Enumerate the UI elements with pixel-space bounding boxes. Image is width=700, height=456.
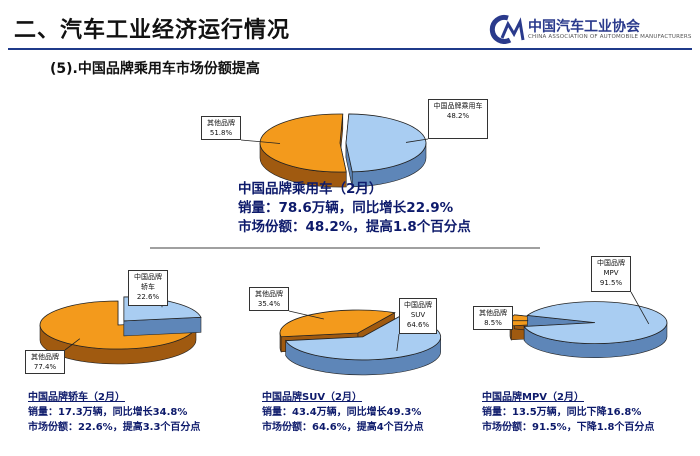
callout-leader-line [630,291,650,325]
pie-slice-top [345,113,427,173]
callout-leader-line [288,310,324,320]
summary-share: 市场份额：91.5%，下降1.8个百分点 [482,422,655,433]
summary-heading: 中国品牌SUV（2月） [262,392,363,403]
summary-sales: 销量：17.3万辆，同比增长34.8% [28,407,188,418]
pie-chart-2 [39,296,202,365]
summary-sales: 销量：13.5万辆，同比下降16.8% [482,407,642,418]
pie-slice [345,113,427,188]
logo-english-name: CHINA ASSOCIATION OF AUTOMOBILE MANUFACT… [528,34,692,40]
pie-slice-top [523,301,668,345]
summary-sales: 销量：78.6万辆，同比增长22.9% [238,200,454,216]
other-brand-data-label: 其他品牌 35.4% [249,287,289,311]
china-brand-data-label: 中国品牌 SUV 64.6% [399,298,437,334]
other-brand-data-label: 其他品牌 8.5% [473,306,513,330]
slide-subtitle: (5).中国品牌乘用车市场份额提高 [50,61,260,77]
slide-title: 二、汽车工业经济运行情况 [14,18,291,43]
logo-chinese-name: 中国汽车工业协会 [528,19,640,35]
logo-mark-icon [489,14,525,44]
pie-chart-4 [509,291,668,358]
callout-leader-line [240,139,281,144]
summary-sedans: 中国品牌轿车（2月） 销量：17.3万辆，同比增长34.8% 市场份额：22.6… [28,390,200,435]
summary-mpv: 中国品牌MPV（2月） 销量：13.5万辆，同比下降16.8% 市场份额：91.… [482,390,654,435]
summary-heading: 中国品牌轿车（2月） [28,392,125,403]
section-divider [150,247,540,249]
summary-heading: 中国品牌MPV（2月） [482,392,584,403]
pie-slice-top [39,300,197,350]
other-brand-data-label: 其他品牌 77.4% [25,350,65,374]
summary-share: 市场份额：64.6%，提高4个百分点 [262,422,424,433]
summary-passenger-cars: 中国品牌乘用车（2月） 销量：78.6万辆，同比增长22.9% 市场份额：48.… [238,180,471,237]
summary-suv: 中国品牌SUV（2月） 销量：43.4万辆，同比增长49.3% 市场份额：64.… [262,390,424,435]
china-brand-data-label: 中国品牌 轿车 22.6% [128,270,168,306]
china-brand-data-label: 中国品牌乘用车 48.2% [428,99,488,139]
china-brand-data-label: 中国品牌 MPV 91.5% [591,256,631,292]
summary-share: 市场份额：48.2%，提高1.8个百分点 [238,219,471,235]
title-divider [8,48,692,50]
pie-slice-top [259,113,347,173]
pie-chart-1 [240,113,429,188]
pie-slice [259,113,347,188]
callout-leader-line [396,333,400,351]
pie-slice-top [279,309,396,338]
summary-heading: 中国品牌乘用车（2月） [238,181,383,197]
callout-leader-line [405,138,429,143]
association-logo: 中国汽车工业协会 CHINA ASSOCIATION OF AUTOMOBILE… [488,14,693,46]
other-brand-data-label: 其他品牌 51.8% [201,116,241,140]
summary-sales: 销量：43.4万辆，同比增长49.3% [262,407,422,418]
callout-leader-line [64,338,81,351]
summary-share: 市场份额：22.6%，提高3.3个百分点 [28,422,201,433]
pie-slice [523,301,668,358]
